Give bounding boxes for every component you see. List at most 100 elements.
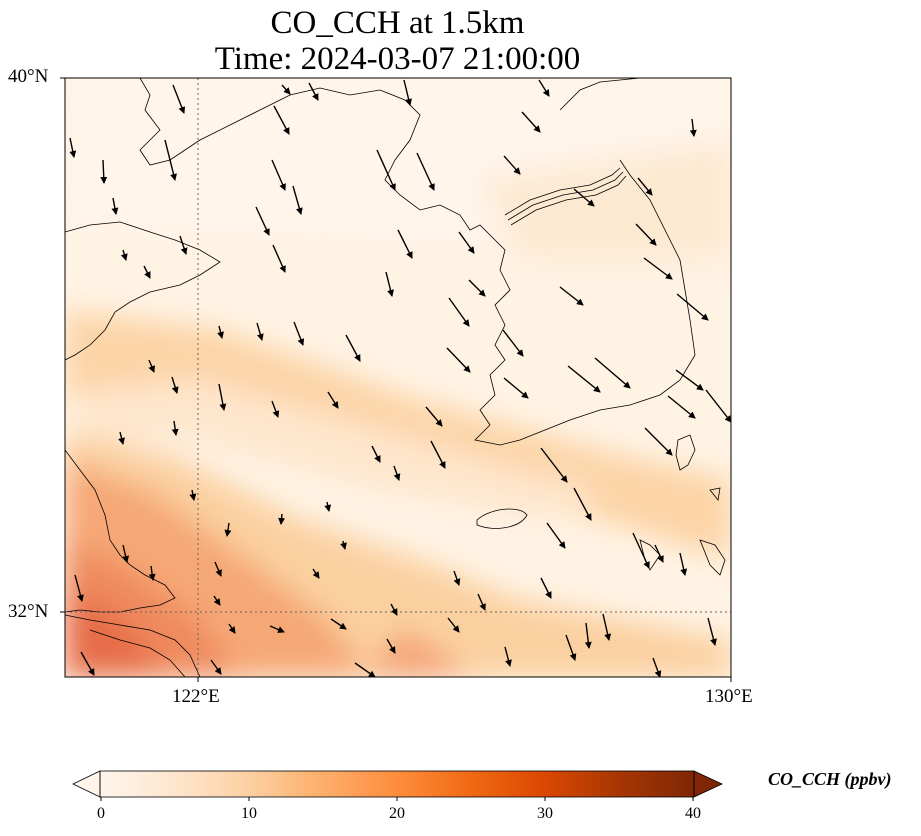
wind-vector-arrow [224, 522, 232, 537]
wind-vector-arrow [446, 347, 471, 373]
wind-vector-arrow [376, 149, 396, 191]
wind-vector-arrow [679, 552, 688, 576]
axis-ticks [60, 77, 732, 682]
wind-vector-arrow [458, 231, 475, 254]
wind-vector-arrow [707, 617, 717, 646]
wind-vector-arrow [385, 271, 394, 297]
wind-vector-arrow [371, 445, 381, 463]
wind-vector-arrow [637, 177, 653, 196]
wind-vector-arrow [652, 657, 662, 677]
wind-vector-arrow [308, 82, 319, 101]
wind-vector-arrow [538, 79, 550, 97]
wind-vector-arrow [573, 188, 595, 207]
wind-vector-arrow [602, 613, 612, 641]
wind-vector-arrow [635, 223, 657, 246]
wind-vector-arrow [667, 395, 696, 419]
wind-vector-arrow [540, 577, 552, 599]
wind-vector-arrow [122, 544, 130, 563]
wind-vector-arrow [118, 431, 125, 445]
wind-vector-arrow [281, 84, 291, 95]
wind-vector-arrow [503, 377, 529, 399]
wind-vector-arrow [269, 625, 285, 633]
wind-vector-arrow [273, 105, 290, 135]
colorbar-tick-10: 10 [241, 805, 257, 822]
wind-vector-arrow [573, 487, 592, 521]
wind-vector-arrow [502, 329, 524, 357]
wind-vector-arrow [271, 159, 286, 191]
gridlines [65, 78, 731, 677]
colorbar-tick-20: 20 [389, 805, 405, 822]
wind-vectors [69, 79, 731, 677]
wind-vector-arrow [120, 249, 128, 261]
wind-vector-arrow [312, 568, 320, 579]
wind-vector-arrow [272, 244, 286, 273]
wind-vector-arrow [503, 155, 521, 175]
wind-vector-arrow [354, 662, 376, 677]
wind-vector-arrow [74, 574, 84, 602]
wind-vector-arrow [689, 118, 697, 137]
wind-vector-arrow [390, 603, 398, 616]
wind-vector-arrow [521, 111, 541, 133]
wind-vector-arrow [477, 593, 486, 611]
wind-vector-arrow [80, 651, 95, 676]
wind-vector-arrow [340, 540, 347, 550]
wind-vector-arrow [430, 440, 446, 469]
wind-vector-arrow [210, 659, 222, 675]
wind-vector-arrow [271, 400, 280, 418]
lat-label-40n: 40°N [8, 66, 49, 87]
wind-vector-arrow [632, 532, 650, 569]
wind-vector-arrow [403, 79, 413, 106]
wind-vector-arrow [292, 185, 303, 215]
wind-vector-arrow [255, 206, 270, 236]
wind-vector-arrow [425, 406, 443, 427]
colorbar-tick-30: 30 [537, 805, 553, 822]
wind-vector-arrow [293, 321, 305, 346]
wind-vector-arrow [594, 357, 631, 389]
wind-vector-arrow [214, 561, 222, 577]
colorbar-tick-40: 40 [685, 805, 701, 822]
concentration-field [65, 78, 731, 677]
colorbar-tick-0: 0 [97, 805, 105, 822]
wind-vector-arrow [397, 229, 413, 259]
wind-vector-arrow [164, 139, 177, 181]
wind-vector-arrow [540, 447, 568, 483]
wind-vector-arrow [565, 634, 577, 661]
lat-label-32n: 32°N [8, 601, 49, 622]
wind-vector-arrow [345, 334, 361, 362]
wind-vector-arrow [172, 84, 186, 114]
wind-vector-arrow [675, 369, 704, 391]
wind-vector-arrow [171, 376, 179, 394]
wind-vector-arrow [148, 565, 156, 581]
wind-vector-arrow [386, 638, 396, 654]
wind-vector-arrow [567, 365, 601, 393]
wind-vector-arrow [327, 391, 339, 409]
map-title: CO_CCH at 1.5km [270, 5, 525, 41]
wind-vector-arrow [393, 465, 401, 481]
lon-label-130e: 130°E [705, 686, 753, 707]
wind-vector-arrow [189, 489, 197, 501]
wind-vector-arrow [100, 159, 108, 184]
wind-vector-arrow [453, 570, 461, 586]
wind-vector-arrow [213, 595, 221, 606]
wind-vector-arrow [447, 617, 460, 633]
colorbar [72, 770, 723, 801]
wind-vector-arrow [504, 646, 512, 667]
wind-vector-arrow [69, 137, 77, 158]
wind-vector-arrow [218, 383, 227, 411]
wind-vector-arrow [330, 618, 347, 630]
wind-vector-arrow [179, 235, 188, 255]
map-frame [64, 77, 732, 678]
wind-vector-arrow [676, 293, 709, 321]
wind-vector-arrow [468, 279, 486, 297]
wind-vector-arrow [705, 389, 731, 423]
wind-vector-arrow [278, 513, 286, 525]
colorbar-label: CO_CCH (ppbv) [768, 769, 892, 789]
wind-vector-arrow [559, 286, 584, 306]
wind-vector-arrow [171, 420, 179, 436]
wind-vector-arrow [546, 522, 566, 549]
wind-vector-arrow [644, 427, 673, 456]
wind-vector-arrow [148, 359, 155, 373]
wind-vector-arrow [143, 265, 151, 279]
wind-vector-arrow [654, 544, 664, 563]
